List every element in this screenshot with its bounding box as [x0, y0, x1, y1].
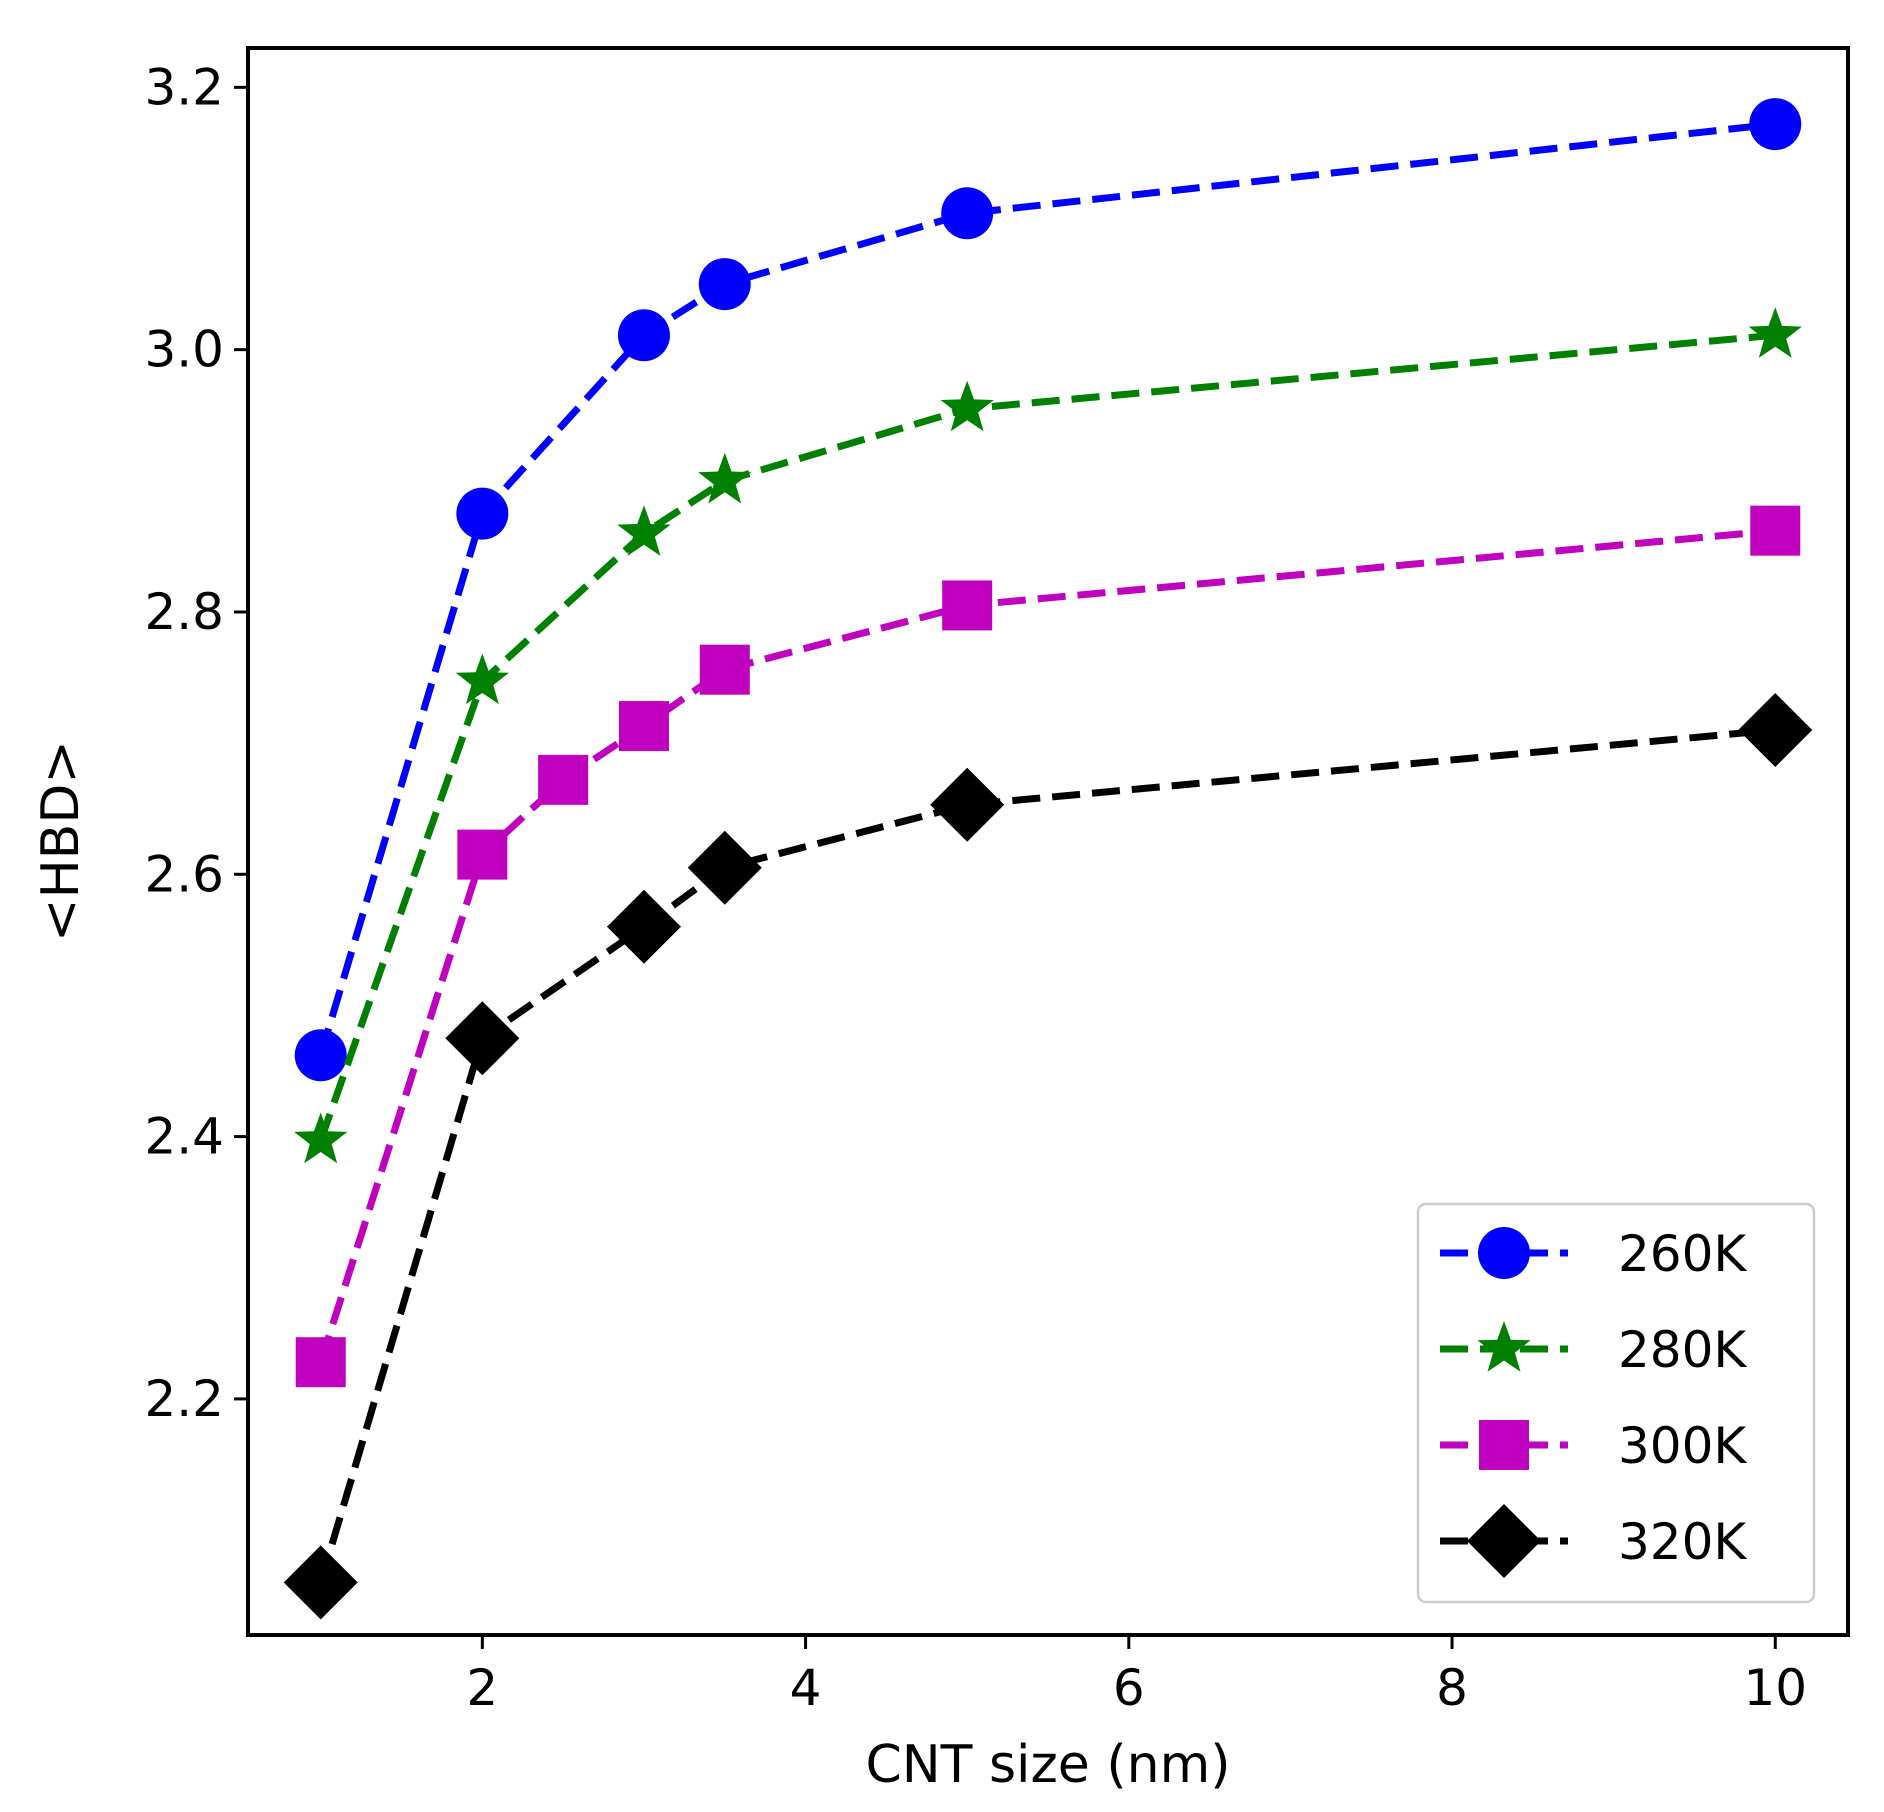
series-line [317, 331, 1776, 1142]
data-point [942, 580, 993, 631]
y-tick-label: 2.8 [144, 583, 224, 641]
legend-label: 300K [1618, 1417, 1747, 1475]
y-tick-label: 2.6 [144, 845, 224, 903]
legend-item-260K: 260K [1440, 1225, 1747, 1283]
data-point [617, 309, 670, 362]
x-tick-label: 4 [790, 1659, 822, 1717]
series-line [317, 726, 1776, 1584]
axes: 2 4 6 8 10 2.2 2.4 2.6 2.8 3.0 3.2 [144, 58, 1807, 1717]
data-point [1748, 307, 1802, 358]
legend-marker [1467, 1504, 1541, 1578]
data-point [538, 754, 589, 805]
data-point [1749, 98, 1802, 151]
legend-item-280K: 280K [1440, 1321, 1747, 1379]
series-260K [294, 98, 1802, 1082]
data-point [698, 258, 751, 311]
plot-series [283, 98, 1813, 1620]
data-point [294, 1029, 347, 1082]
y-tick-label: 3.0 [144, 321, 224, 379]
legend-label: 280K [1618, 1321, 1747, 1379]
data-point [295, 1337, 346, 1388]
data-point [698, 452, 752, 504]
series-320K [283, 693, 1813, 1620]
x-axis-title: CNT size (nm) [865, 1735, 1230, 1795]
legend: 260K 280K 300K 320K [1416, 1202, 1816, 1604]
data-point [1750, 505, 1801, 556]
data-point [294, 1112, 348, 1164]
legend-marker [1479, 1420, 1529, 1470]
data-point [930, 767, 1005, 842]
series-280K [294, 307, 1802, 1164]
data-point [445, 1001, 520, 1076]
data-point [1738, 693, 1813, 768]
x-tick-label: 6 [1113, 1659, 1145, 1717]
y-tick-label: 2.4 [144, 1108, 224, 1166]
y-axis-title: <HBD> [31, 740, 91, 942]
legend-label: 320K [1618, 1513, 1747, 1571]
legend-marker [1477, 1321, 1531, 1372]
data-point [940, 380, 994, 432]
series-line [317, 120, 1776, 1057]
y-tick-label: 3.2 [144, 58, 224, 116]
data-point [457, 829, 508, 880]
legend-label: 260K [1618, 1225, 1747, 1283]
series-300K [295, 505, 1801, 1388]
legend-item-300K: 300K [1440, 1417, 1747, 1475]
plot-frame [246, 46, 1850, 1637]
data-point [687, 830, 762, 905]
data-point [618, 701, 669, 752]
data-point [606, 889, 681, 964]
data-point [617, 505, 671, 556]
data-point [699, 644, 750, 695]
legend-marker [1478, 1227, 1530, 1279]
x-tick-label: 10 [1743, 1659, 1807, 1717]
data-point [456, 487, 509, 540]
data-point [283, 1545, 358, 1620]
x-tick-label: 8 [1436, 1659, 1468, 1717]
y-tick-label: 2.2 [144, 1370, 224, 1428]
legend-box [1416, 1202, 1816, 1604]
data-point [941, 187, 994, 240]
data-point [455, 653, 509, 705]
legend-item-320K: 320K [1440, 1504, 1747, 1578]
x-tick-label: 2 [466, 1659, 498, 1717]
